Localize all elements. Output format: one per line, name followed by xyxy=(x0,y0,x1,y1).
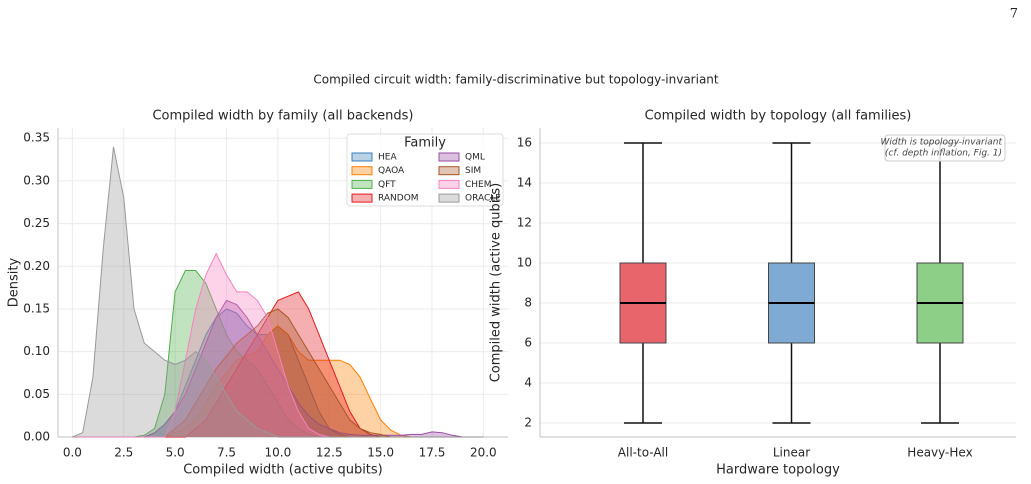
y-tick-label: 0.05 xyxy=(23,387,50,401)
y-tick-label: 16 xyxy=(517,136,532,150)
y-axis-label: Compiled width (active qubits) xyxy=(489,183,504,383)
legend-swatch xyxy=(351,166,373,176)
y-tick-label: 8 xyxy=(524,296,532,310)
y-tick-label: 0.25 xyxy=(23,216,50,230)
x-tick-label: 12.5 xyxy=(316,446,343,460)
x-tick-label: 10.0 xyxy=(265,446,292,460)
x-tick-label: All-to-All xyxy=(618,446,668,460)
y-tick-label: 0.10 xyxy=(23,344,50,358)
legend-swatch xyxy=(351,152,373,162)
legend-label: QAOA xyxy=(378,166,405,176)
legend-label: CHEM xyxy=(465,180,492,190)
legend-swatch xyxy=(351,179,373,189)
y-tick-label: 0.00 xyxy=(23,430,50,444)
legend-swatch xyxy=(438,179,460,189)
page-number: 7 xyxy=(1010,7,1018,22)
y-tick-label: 0.30 xyxy=(23,173,50,187)
legend-label: QFT xyxy=(378,180,396,190)
legend-swatch xyxy=(438,152,460,162)
legend-label: HEA xyxy=(378,153,397,163)
x-axis-label: Compiled width (active qubits) xyxy=(183,463,383,478)
x-tick-label: 15.0 xyxy=(367,446,394,460)
x-tick-label: 5.0 xyxy=(166,446,185,460)
density-area xyxy=(72,146,484,438)
legend-swatch xyxy=(351,193,373,203)
legend: Family HEA QAOA QFT RANDOM QML SIM CHEM ORACLE xyxy=(346,133,504,207)
x-tick-label: 17.5 xyxy=(419,446,446,460)
legend-title: Family xyxy=(404,136,446,151)
legend-label: QML xyxy=(465,153,485,163)
legend-swatch xyxy=(438,193,460,203)
x-tick-label: Heavy-Hex xyxy=(907,446,972,460)
y-tick-label: 6 xyxy=(524,336,532,350)
legend-label: SIM xyxy=(465,166,481,176)
y-tick-label: 2 xyxy=(524,416,532,430)
y-axis-label: Density xyxy=(7,257,22,307)
y-tick-label: 0.20 xyxy=(23,259,50,273)
legend-label: ORACLE xyxy=(465,194,501,204)
x-tick-label: 20.0 xyxy=(470,446,497,460)
annotation-text: (cf. depth inflation, Fig. 1) xyxy=(885,149,1002,159)
x-tick-label: Linear xyxy=(773,446,810,460)
legend-frame xyxy=(346,133,504,207)
annotation-box xyxy=(884,134,1006,162)
x-tick-label: 7.5 xyxy=(217,446,236,460)
chart-title: Compiled width by family (all backends) xyxy=(152,109,413,124)
x-axis-label: Hardware topology xyxy=(716,463,840,478)
y-tick-label: 4 xyxy=(524,376,532,390)
x-tick-label: 2.5 xyxy=(114,446,133,460)
y-tick-label: 12 xyxy=(517,216,532,230)
figure-title: Compiled circuit width: family-discrimin… xyxy=(313,73,719,87)
annotation: Width is topology-invariant(cf. depth in… xyxy=(881,134,1006,162)
y-tick-label: 0.15 xyxy=(23,301,50,315)
y-tick-label: 14 xyxy=(517,176,532,190)
legend-swatch xyxy=(438,166,460,176)
annotation-text: Width is topology-invariant xyxy=(881,138,1003,148)
x-tick-label: 0.0 xyxy=(63,446,82,460)
y-tick-label: 0.35 xyxy=(23,131,50,145)
legend-label: RANDOM xyxy=(378,194,419,204)
chart-title: Compiled width by topology (all families… xyxy=(645,109,912,124)
y-tick-label: 10 xyxy=(517,256,532,270)
